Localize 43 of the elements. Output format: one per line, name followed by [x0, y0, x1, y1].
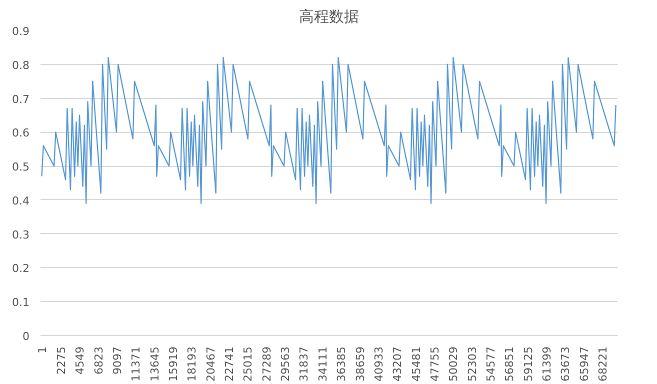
x-tick-label: 61399 — [540, 346, 554, 382]
x-tick-label: 18193 — [186, 346, 199, 382]
line-series — [41, 57, 616, 204]
x-tick-label: 4549 — [74, 346, 87, 374]
x-tick-label: 11371 — [130, 346, 143, 382]
x-tick-label: 25015 — [242, 346, 255, 382]
x-tick-label: 63673 — [559, 346, 572, 382]
x-tick-label: 31837 — [298, 346, 311, 382]
x-tick-label: 50029 — [447, 346, 460, 382]
x-tick-label: 6823 — [92, 346, 106, 374]
x-tick-label: 1 — [36, 346, 50, 354]
y-tick-label: 0 — [22, 330, 30, 343]
x-tick-label: 65947 — [578, 346, 591, 382]
y-tick-label: 0.6 — [12, 126, 30, 140]
x-tick-label: 15919 — [166, 346, 180, 382]
x-tick-label: 36385 — [335, 346, 348, 382]
y-tick-label: 0.4 — [12, 194, 30, 208]
x-tick-label: 54577 — [484, 346, 498, 382]
x-tick-label: 38659 — [354, 346, 367, 382]
x-tick-label: 45481 — [410, 346, 423, 382]
x-tick-label: 56851 — [503, 346, 516, 382]
x-tick-label: 43207 — [391, 346, 404, 382]
y-tick-label: 0.3 — [12, 228, 30, 242]
x-tick-label: 34111 — [316, 346, 330, 382]
y-tick-label: 0.5 — [12, 160, 30, 174]
x-tick-label: 59125 — [522, 346, 535, 382]
x-tick-label: 27289 — [260, 346, 274, 382]
x-tick-label: 52303 — [466, 346, 479, 382]
x-tick-label: 47755 — [428, 346, 442, 382]
chart-title: 高程数据 — [299, 8, 359, 26]
x-tick-label: 20467 — [204, 346, 218, 382]
y-tick-label: 0.9 — [12, 25, 30, 38]
y-tick-label: 0.8 — [12, 58, 30, 72]
x-tick-label: 2275 — [54, 346, 68, 374]
y-tick-label: 0.2 — [12, 262, 30, 276]
y-tick-label: 0.1 — [12, 296, 30, 310]
x-tick-label: 22741 — [223, 346, 236, 382]
x-tick-label: 13645 — [148, 346, 162, 382]
x-tick-label: 29563 — [279, 346, 292, 382]
x-tick-label: 40933 — [372, 346, 386, 382]
x-tick-label: 68221 — [596, 346, 610, 382]
x-tick-label: 9097 — [110, 346, 124, 374]
y-tick-label: 0.7 — [12, 92, 30, 106]
